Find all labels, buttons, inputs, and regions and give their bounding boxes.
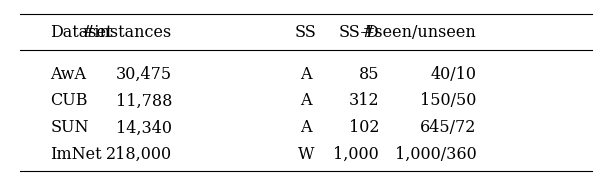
Text: ImNet: ImNet [50, 146, 102, 163]
Text: 312: 312 [348, 93, 379, 109]
Text: A: A [300, 66, 312, 83]
Text: 30,475: 30,475 [116, 66, 172, 83]
Text: Dataset: Dataset [50, 24, 113, 41]
Text: 102: 102 [349, 119, 379, 136]
Text: 1,000/360: 1,000/360 [395, 146, 477, 163]
Text: 645/72: 645/72 [420, 119, 477, 136]
Text: A: A [300, 119, 312, 136]
Text: #instances: #instances [82, 24, 172, 41]
Text: 85: 85 [359, 66, 379, 83]
Text: W: W [298, 146, 314, 163]
Text: SUN: SUN [50, 119, 89, 136]
Text: 40/10: 40/10 [431, 66, 477, 83]
Text: 150/50: 150/50 [420, 93, 477, 109]
Text: 218,000: 218,000 [106, 146, 172, 163]
Text: A: A [300, 93, 312, 109]
Text: 11,788: 11,788 [116, 93, 172, 109]
Text: SS-D: SS-D [338, 24, 379, 41]
Text: #seen/unseen: #seen/unseen [362, 24, 477, 41]
Text: SS: SS [295, 24, 317, 41]
Text: 1,000: 1,000 [334, 146, 379, 163]
Text: CUB: CUB [50, 93, 88, 109]
Text: 14,340: 14,340 [116, 119, 172, 136]
Text: AwA: AwA [50, 66, 86, 83]
